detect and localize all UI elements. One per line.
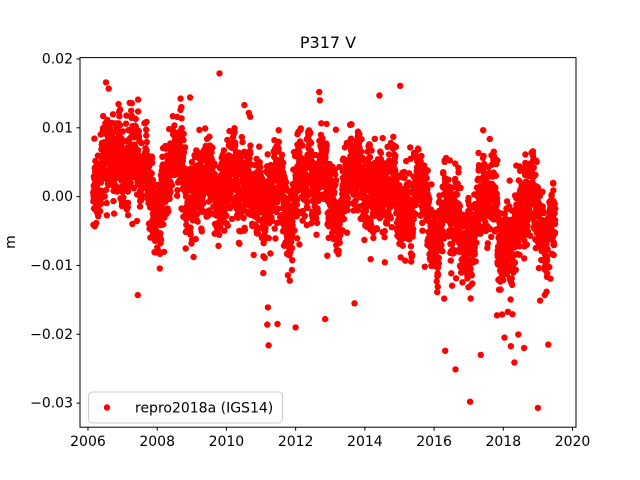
legend-box [88,391,283,424]
plot-frame [79,57,577,428]
y-tick-label: 0.01 [42,120,73,136]
x-tick-label: 2006 [70,434,106,450]
x-tick-label: 2016 [416,434,452,450]
y-tick-label: −0.02 [30,327,73,343]
y-tick-label: 0.02 [42,51,73,67]
x-tick-label: 2012 [278,434,314,450]
x-tick-label: 2018 [485,434,521,450]
plot-title: P317 V [300,33,356,52]
y-tick-label: −0.03 [30,396,73,412]
x-tick-label: 2010 [209,434,245,450]
y-tick-label: 0.00 [42,189,73,205]
legend: repro2018a (IGS14) [88,391,283,424]
y-axis-ticks: 0.02 0.01 0.00 −0.01 −0.02 −0.03 [30,51,80,412]
y-axis-label: m [3,235,19,249]
y-tick-label: −0.01 [30,258,73,274]
x-tick-label: 2020 [555,434,591,450]
x-tick-label: 2008 [139,434,175,450]
x-axis-ticks: 2006 2008 2010 2012 2014 2016 2018 2020 [70,427,590,450]
legend-marker-icon [103,404,111,411]
data-points-layer [90,70,559,412]
x-tick-label: 2014 [347,434,383,450]
legend-label: repro2018a (IGS14) [135,401,273,417]
